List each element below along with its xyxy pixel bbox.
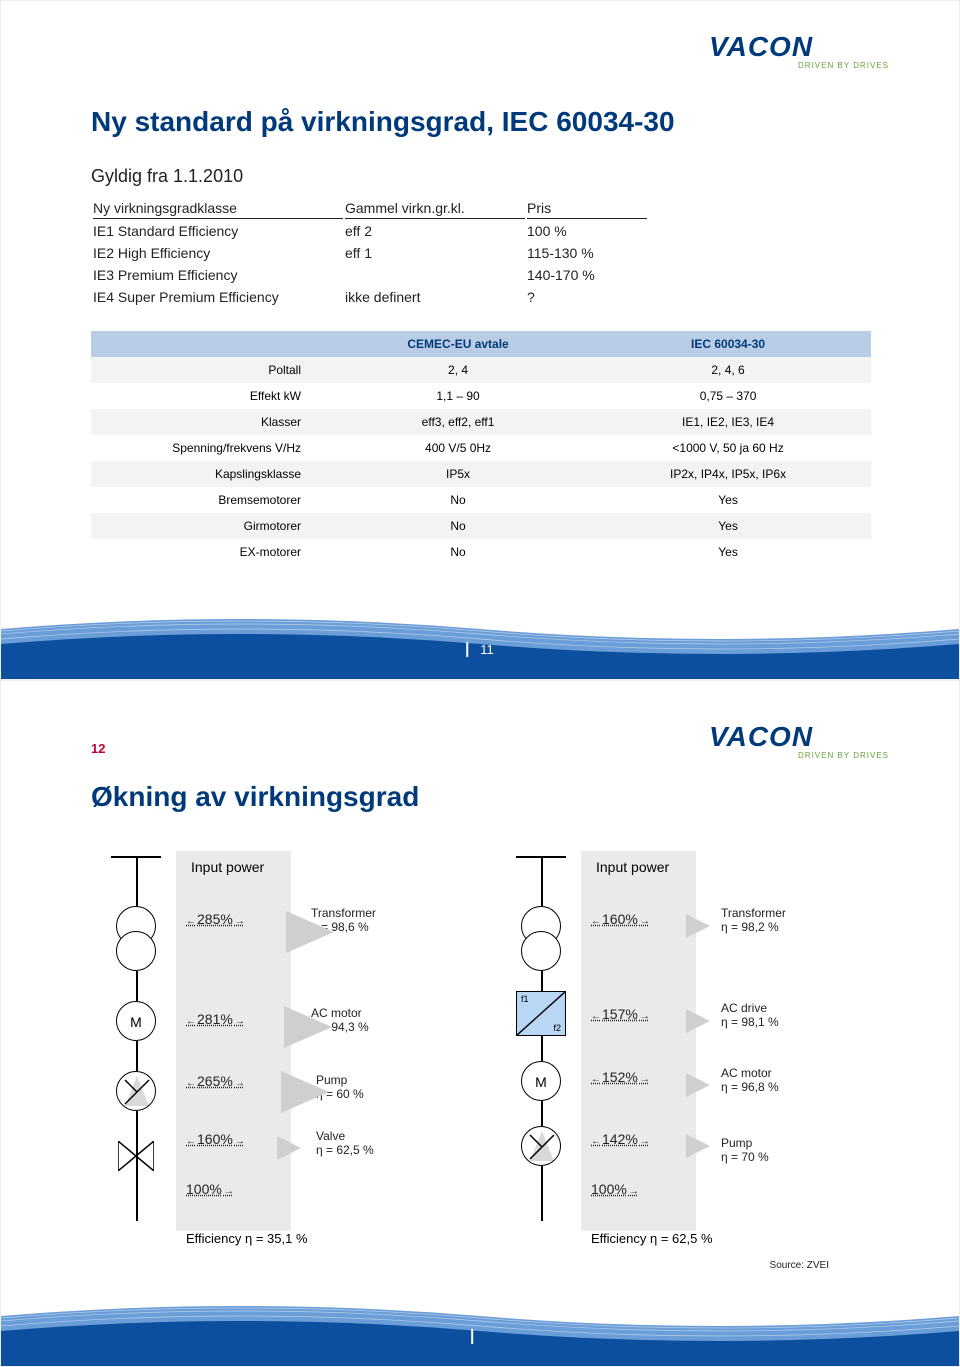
- slide-title: Ny standard på virkningsgrad, IEC 60034-…: [91, 106, 675, 138]
- slide-2: VACON DRIVEN BY DRIVES 12 Økning av virk…: [0, 680, 960, 1367]
- stage-label: Valveη = 62,5 %: [316, 1129, 426, 1157]
- arrow-icon: [686, 1073, 710, 1097]
- table-row: IE2 High Efficiencyeff 1115-130 %: [93, 243, 647, 263]
- percentage-value: 152%: [591, 1069, 650, 1085]
- col-header: Ny virkningsgradklasse: [93, 198, 343, 219]
- arrow-icon: [284, 1006, 332, 1048]
- col-header: Gammel virkn.gr.kl.: [345, 198, 525, 219]
- percentage-value: 265%: [186, 1073, 245, 1089]
- slide-1: VACON DRIVEN BY DRIVES Ny standard på vi…: [0, 0, 960, 680]
- source-label: Source: ZVEI: [770, 1260, 829, 1271]
- slide-subtitle: Gyldig fra 1.1.2010: [91, 166, 243, 187]
- arrow-icon: [281, 1071, 329, 1113]
- pump-icon: [521, 1126, 561, 1166]
- input-power-label: Input power: [191, 859, 264, 875]
- table-row: IE3 Premium Efficiency140-170 %: [93, 265, 647, 285]
- line-icon: [136, 1041, 138, 1071]
- table-row: GirmotorerNoYes: [91, 513, 871, 539]
- page-number: 11: [466, 642, 494, 657]
- line-icon: [541, 971, 543, 991]
- efficiency-class-table: Ny virkningsgradklasse Gammel virkn.gr.k…: [91, 196, 649, 309]
- slide-number: 12: [91, 741, 105, 756]
- brand-name: VACON: [709, 31, 889, 63]
- page-number: [471, 1329, 489, 1344]
- line-icon: [541, 856, 543, 906]
- line-icon: [136, 971, 138, 1001]
- brand-logo: VACON DRIVEN BY DRIVES: [709, 31, 889, 70]
- percentage-value: 100%: [186, 1181, 234, 1197]
- power-flow-bg: [581, 851, 696, 1231]
- col-header: Pris: [527, 198, 647, 219]
- arrow-icon: [277, 1136, 301, 1160]
- valve-icon: [118, 1141, 154, 1171]
- arrow-icon: [686, 1134, 710, 1158]
- comparison-table: CEMEC-EU avtale IEC 60034-30 Poltall2, 4…: [91, 331, 871, 565]
- line-icon: [136, 1171, 138, 1221]
- ac-drive-icon: f1 f2: [516, 991, 566, 1036]
- table-row: Spenning/frekvens V/Hz400 V/5 0Hz<1000 V…: [91, 435, 871, 461]
- efficiency-total: Efficiency η = 35,1 %: [186, 1231, 308, 1246]
- stage-label: Transformerη = 98,2 %: [721, 906, 831, 934]
- table-row: KapslingsklasseIP5xIP2x, IP4x, IP5x, IP6…: [91, 461, 871, 487]
- arrow-icon: [686, 1009, 710, 1033]
- power-flow-bg: [176, 851, 291, 1231]
- arrow-icon: [686, 914, 710, 938]
- table-row: Poltall2, 42, 4, 6: [91, 357, 871, 383]
- stage-label: AC motorη = 96,8 %: [721, 1066, 831, 1094]
- percentage-value: 142%: [591, 1131, 650, 1147]
- stage-label: Pumpη = 70 %: [721, 1136, 831, 1164]
- table-row: IE1 Standard Efficiencyeff 2100 %: [93, 221, 647, 241]
- line-icon: [136, 856, 138, 906]
- input-power-label: Input power: [596, 859, 669, 875]
- diagram-with-drive: Input power f1 f2 M 160% Transformerη = …: [496, 851, 876, 1251]
- stage-label: Pumpη = 60 %: [316, 1073, 426, 1101]
- diagram-without-drive: Input power M 285% Transformerη = 98,6 %…: [91, 851, 471, 1251]
- efficiency-total: Efficiency η = 62,5 %: [591, 1231, 713, 1246]
- line-icon: [541, 1036, 543, 1061]
- percentage-value: 100%: [591, 1181, 639, 1197]
- table-row: Klassereff3, eff2, eff1IE1, IE2, IE3, IE…: [91, 409, 871, 435]
- table-row: EX-motorerNoYes: [91, 539, 871, 565]
- motor-icon: M: [521, 1061, 561, 1101]
- motor-icon: M: [116, 1001, 156, 1041]
- percentage-value: 157%: [591, 1006, 650, 1022]
- line-icon: [541, 1101, 543, 1126]
- pump-icon: [116, 1071, 156, 1111]
- line-icon: [541, 1166, 543, 1221]
- brand-name: VACON: [709, 721, 889, 753]
- table-row: Effekt kW1,1 – 900,75 – 370: [91, 383, 871, 409]
- percentage-value: 285%: [186, 911, 245, 927]
- percentage-value: 160%: [591, 911, 650, 927]
- table-row: IE4 Super Premium Efficiencyikke definer…: [93, 287, 647, 307]
- brand-logo: VACON DRIVEN BY DRIVES: [709, 721, 889, 760]
- table-header-row: CEMEC-EU avtale IEC 60034-30: [91, 331, 871, 357]
- percentage-value: 160%: [186, 1131, 245, 1147]
- percentage-value: 281%: [186, 1011, 245, 1027]
- arrow-icon: [286, 911, 334, 953]
- transformer-icon: [521, 931, 561, 971]
- table-header-row: Ny virkningsgradklasse Gammel virkn.gr.k…: [93, 198, 647, 219]
- table-row: BremsemotorerNoYes: [91, 487, 871, 513]
- slide-title: Økning av virkningsgrad: [91, 781, 419, 813]
- transformer-icon: [116, 931, 156, 971]
- stage-label: AC driveη = 98,1 %: [721, 1001, 831, 1029]
